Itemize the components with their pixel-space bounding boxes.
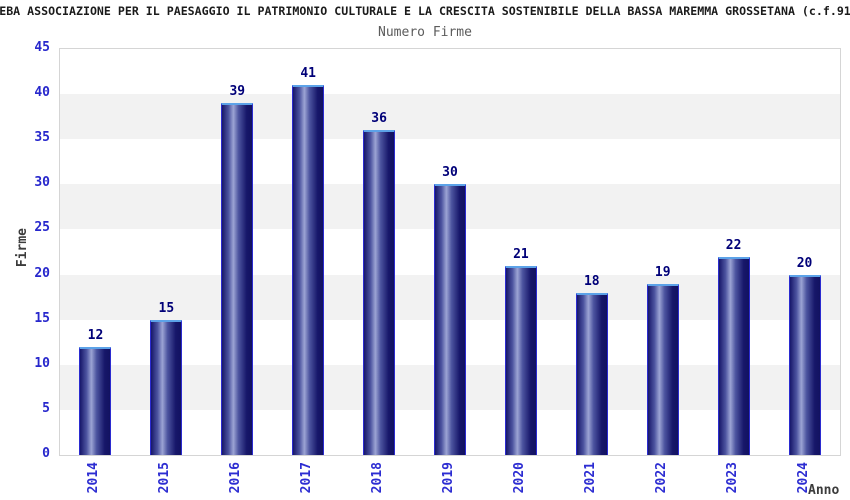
y-tick-label: 15: [34, 310, 50, 326]
chart-title: EBA ASSOCIAZIONE PER IL PAESAGGIO IL PAT…: [0, 4, 850, 18]
x-tick-label: 2014: [86, 462, 102, 494]
chart-subtitle: Numero Firme: [378, 25, 472, 40]
y-tick-label: 0: [42, 446, 50, 461]
bar-2017: [292, 85, 325, 455]
bar-2018: [363, 130, 396, 455]
x-tick-label: 2021: [582, 462, 598, 494]
bar-value-label: 18: [583, 273, 600, 289]
x-tick-label: 2017: [299, 462, 315, 494]
bar-2016: [221, 103, 254, 455]
x-tick-label: 2020: [511, 462, 527, 494]
y-tick-label: 45: [34, 40, 50, 55]
x-tick-label: 2019: [441, 462, 456, 494]
grid-band: [60, 49, 840, 95]
y-tick-label: 5: [42, 400, 50, 416]
y-tick-label: 10: [34, 355, 50, 371]
x-tick-label: 2022: [653, 462, 669, 494]
bar-2015: [150, 319, 183, 455]
y-tick-label: 30: [34, 175, 50, 191]
grid-band: [60, 139, 840, 185]
bar-2021: [575, 292, 608, 455]
x-axis-title: Anno: [808, 483, 840, 498]
y-tick-label: 20: [34, 265, 50, 281]
bar-value-label: 30: [442, 165, 458, 181]
y-tick-label: 25: [34, 220, 50, 236]
bar-2024: [788, 274, 821, 455]
bar-value-label: 12: [87, 327, 104, 343]
bar-2023: [717, 256, 750, 455]
bar-2020: [504, 265, 537, 455]
bar-value-label: 15: [158, 300, 175, 316]
x-tick-label: 2023: [724, 462, 740, 494]
bar-2022: [646, 283, 679, 455]
bar-2014: [79, 346, 112, 455]
bar-value-label: 41: [300, 66, 316, 82]
bar-value-label: 36: [371, 111, 387, 127]
x-tick-label: 2024: [795, 462, 811, 494]
bar-value-label: 20: [796, 255, 813, 271]
bar-value-label: 19: [654, 264, 671, 280]
bar-value-label: 21: [513, 246, 529, 262]
y-tick-label: 35: [34, 130, 50, 146]
y-tick-label: 40: [34, 85, 50, 101]
bar-value-label: 39: [229, 84, 246, 100]
bar-2019: [434, 184, 466, 455]
bar-value-label: 22: [725, 237, 742, 253]
x-tick-label: 2015: [157, 462, 173, 494]
x-tick-label: 2016: [228, 462, 244, 494]
x-tick-label: 2018: [370, 462, 386, 494]
grid-band: [60, 94, 840, 140]
plot-area: 12 15 39 41 36 30 21 18 19 22 20: [59, 48, 841, 456]
